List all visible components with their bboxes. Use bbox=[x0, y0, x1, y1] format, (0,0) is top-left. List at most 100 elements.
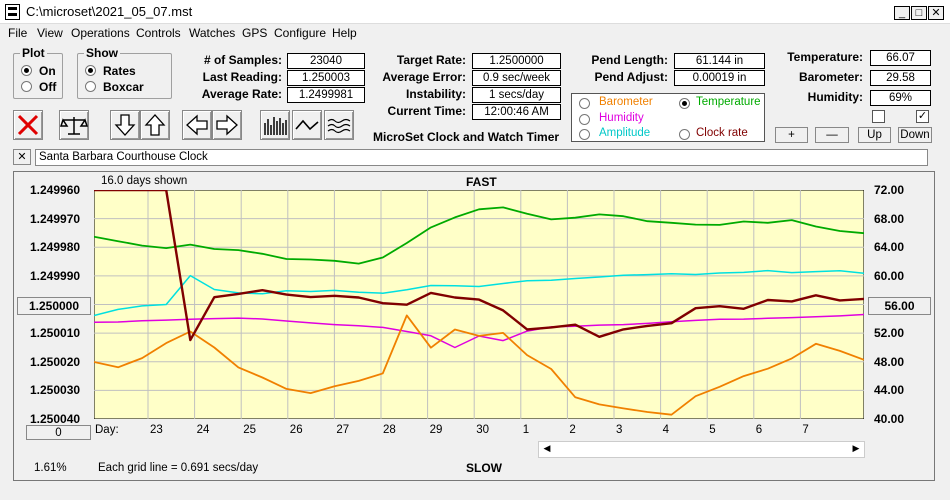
right-axis-tick: 68.00 bbox=[874, 211, 905, 226]
plot-off-label: Off bbox=[39, 80, 57, 94]
temperature-option-label: Temperature bbox=[696, 96, 761, 108]
humidity-label: Humidity: bbox=[807, 90, 863, 104]
right-axis-tick: 44.00 bbox=[874, 383, 905, 398]
x-axis-tick: 27 bbox=[336, 424, 350, 436]
x-axis-tick: 1 bbox=[522, 424, 530, 436]
plus-button[interactable]: + bbox=[775, 127, 808, 143]
clock-rate-radio[interactable] bbox=[679, 129, 690, 140]
balance-scale-icon bbox=[60, 117, 88, 135]
x-axis-tick: 7 bbox=[802, 424, 809, 436]
left-axis-tick: 1.249980 bbox=[30, 240, 81, 255]
minimize-button[interactable]: _ bbox=[894, 6, 910, 20]
red-x-icon bbox=[17, 114, 39, 136]
menu-watches[interactable]: Watches bbox=[189, 26, 236, 40]
center-rate-button[interactable]: 1.250000 bbox=[17, 297, 91, 315]
amplitude-radio[interactable] bbox=[579, 129, 590, 140]
title-bar: C:\microset\2021_05_07.mst _ □ ✕ bbox=[0, 0, 950, 24]
plot-off-radio[interactable] bbox=[21, 81, 32, 92]
wave-lines-icon bbox=[327, 118, 351, 134]
grid-note-label: Each grid line = 0.691 secs/day bbox=[98, 462, 259, 474]
barometer-radio[interactable] bbox=[579, 98, 590, 109]
x-axis-tick: 23 bbox=[150, 424, 163, 436]
instability-label: Instability: bbox=[405, 87, 466, 101]
line-graph-button[interactable] bbox=[292, 110, 322, 140]
show-legend: Show bbox=[84, 46, 120, 60]
temperature-label: Temperature: bbox=[787, 50, 863, 64]
arrow-left-button[interactable] bbox=[182, 110, 212, 140]
watch-name-input[interactable]: Santa Barbara Courthouse Clock bbox=[35, 149, 928, 166]
clear-data-button[interactable] bbox=[13, 110, 43, 140]
show-rates-label: Rates bbox=[103, 64, 136, 78]
maximize-button[interactable]: □ bbox=[911, 6, 927, 20]
pend-adjust-label: Pend Adjust: bbox=[594, 70, 668, 84]
show-group bbox=[77, 53, 172, 99]
menu-help[interactable]: Help bbox=[332, 26, 357, 40]
target-rate-value: 1.2500000 bbox=[472, 53, 561, 69]
minus-button[interactable]: — bbox=[815, 127, 849, 143]
series-line-amplitude bbox=[94, 269, 864, 317]
menu-view[interactable]: View bbox=[37, 26, 63, 40]
x-axis-tick: 24 bbox=[196, 424, 210, 436]
average-error-value: 0.9 sec/week bbox=[472, 70, 561, 86]
wave-graph-button[interactable] bbox=[324, 110, 354, 140]
amplitude-option-label: Amplitude bbox=[599, 127, 651, 139]
chart-grid bbox=[94, 190, 864, 419]
average-error-label: Average Error: bbox=[382, 70, 466, 84]
menu-gps[interactable]: GPS bbox=[242, 26, 268, 40]
clock-rate-option-label: Clock rate bbox=[696, 127, 748, 139]
last-reading-value: 1.250003 bbox=[287, 70, 365, 86]
bar-graph-icon bbox=[264, 117, 287, 135]
average-rate-label: Average Rate: bbox=[201, 87, 282, 101]
percent-label: 1.61% bbox=[34, 462, 67, 474]
x-axis-tick: 30 bbox=[476, 424, 489, 436]
arrow-right-button[interactable] bbox=[212, 110, 242, 140]
menu-file[interactable]: File bbox=[8, 26, 28, 40]
horizontal-scrollbar[interactable]: ◀ ▶ bbox=[538, 441, 865, 458]
menu-configure[interactable]: Configure bbox=[274, 26, 327, 40]
arrow-right-icon bbox=[216, 114, 238, 136]
pend-adjust-value: 0.00019 in bbox=[674, 70, 765, 86]
menu-operations[interactable]: Operations bbox=[71, 26, 130, 40]
x-axis-tick: 3 bbox=[616, 424, 623, 436]
watch-close-button[interactable]: ✕ bbox=[13, 149, 31, 165]
show-boxcar-radio[interactable] bbox=[85, 81, 96, 92]
plot-on-radio[interactable] bbox=[21, 65, 32, 76]
checkbox-left[interactable] bbox=[872, 110, 885, 123]
center-env-button[interactable]: 56.00 bbox=[868, 297, 931, 315]
arrow-down-button[interactable] bbox=[110, 110, 140, 140]
left-axis-tick: 1.249970 bbox=[30, 211, 81, 226]
left-axis-tick: 1.250030 bbox=[30, 383, 81, 398]
balance-button[interactable] bbox=[59, 110, 89, 140]
up-button[interactable]: Up bbox=[858, 127, 891, 143]
menu-controls[interactable]: Controls bbox=[136, 26, 181, 40]
temperature-radio[interactable] bbox=[679, 98, 690, 109]
bar-graph-button[interactable] bbox=[260, 110, 290, 140]
arrow-up-button[interactable] bbox=[140, 110, 170, 140]
arrow-left-icon bbox=[186, 114, 208, 136]
instability-value: 1 secs/day bbox=[472, 87, 561, 103]
right-axis-tick: 72.00 bbox=[874, 183, 905, 197]
humidity-radio[interactable] bbox=[579, 114, 590, 125]
down-button[interactable]: Down bbox=[898, 127, 932, 143]
checkbox-right[interactable]: ✓ bbox=[916, 110, 929, 123]
left-axis-tick: 1.250040 bbox=[30, 412, 81, 426]
scroll-left-icon[interactable]: ◀ bbox=[543, 443, 551, 453]
right-axis-tick: 52.00 bbox=[874, 326, 905, 341]
last-reading-label: Last Reading: bbox=[202, 70, 282, 84]
right-axis-tick: 48.00 bbox=[874, 354, 905, 369]
window-title: C:\microset\2021_05_07.mst bbox=[26, 4, 193, 19]
line-graph-icon bbox=[295, 119, 319, 131]
show-rates-radio[interactable] bbox=[85, 65, 96, 76]
reset-button[interactable]: 0 bbox=[26, 425, 91, 440]
left-axis-tick: 1.250020 bbox=[30, 354, 81, 369]
arrow-up-icon bbox=[144, 114, 166, 136]
right-axis-tick: 40.00 bbox=[874, 412, 905, 426]
target-rate-label: Target Rate: bbox=[396, 53, 466, 67]
menu-bar: File View Operations Controls Watches GP… bbox=[0, 24, 950, 42]
temperature-value: 66.07 bbox=[870, 50, 931, 66]
series-line-clock-rate bbox=[94, 190, 864, 342]
close-button[interactable]: ✕ bbox=[928, 6, 944, 20]
barometer-label: Barometer: bbox=[798, 70, 863, 84]
scroll-right-icon[interactable]: ▶ bbox=[852, 443, 860, 453]
pend-length-value: 61.144 in bbox=[674, 53, 765, 69]
